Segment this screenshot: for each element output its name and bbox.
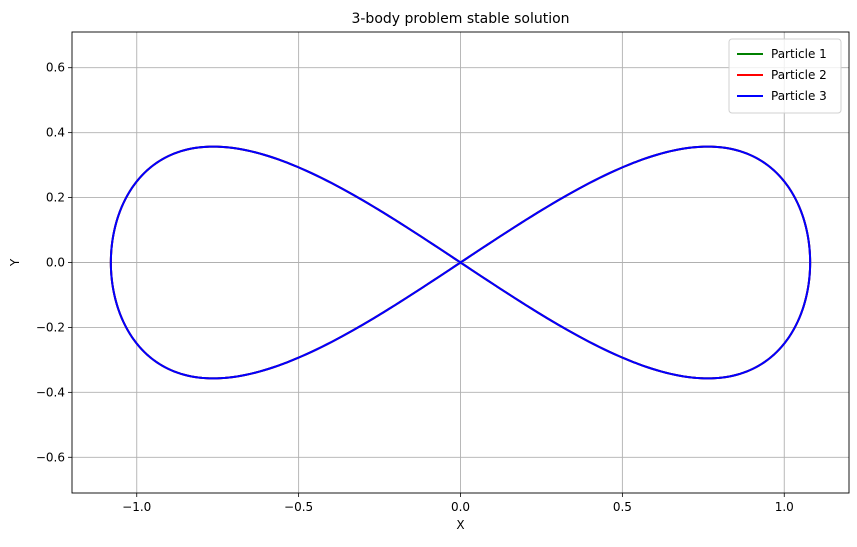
legend-label: Particle 3 xyxy=(771,89,827,103)
x-tick-label: −1.0 xyxy=(122,500,151,514)
y-axis-label: Y xyxy=(8,258,22,267)
legend-label: Particle 1 xyxy=(771,47,827,61)
y-tick-label: 0.2 xyxy=(46,191,65,205)
x-tick-label: −0.5 xyxy=(284,500,313,514)
x-tick-label: 0.0 xyxy=(451,500,470,514)
y-tick-label: 0.4 xyxy=(46,126,65,140)
legend: Particle 1 Particle 2 Particle 3 xyxy=(728,38,842,114)
series-line-3 xyxy=(109,145,812,380)
y-tick-label: 0.0 xyxy=(46,256,65,270)
legend-box xyxy=(728,38,842,114)
chart-title: 3-body problem stable solution xyxy=(351,11,569,27)
series-layer xyxy=(109,145,812,380)
x-axis-label: X xyxy=(456,518,464,532)
y-tick-label: 0.6 xyxy=(46,61,65,75)
ticks: −1.0 −0.5 0.0 0.5 1.0 −0.6 −0.4 −0.2 0.0 0.2 0.4 0.… xyxy=(36,61,794,514)
y-tick-label: −0.6 xyxy=(36,450,65,464)
legend-label: Particle 2 xyxy=(771,68,827,82)
x-tick-label: 0.5 xyxy=(613,500,632,514)
x-tick-label: 1.0 xyxy=(775,500,794,514)
y-tick-label: −0.4 xyxy=(36,385,65,399)
y-tick-label: −0.2 xyxy=(36,320,65,334)
